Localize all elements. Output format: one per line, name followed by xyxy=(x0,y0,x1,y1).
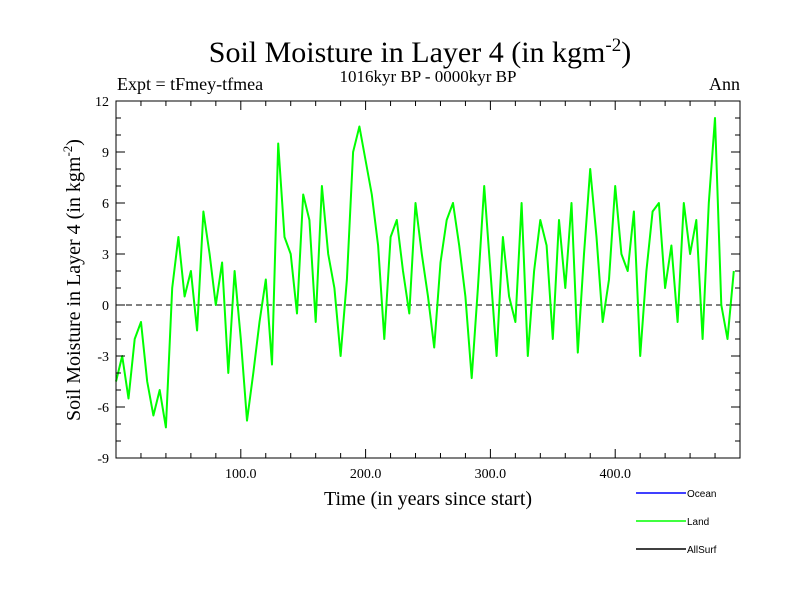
plot-area: -9 -6 -3 0 3 6 9 12 100.0 200.0 300.0 400.0 xyxy=(95,95,741,482)
y-axis-label: Soil Moisture in Layer 4 (in kgm-2) xyxy=(60,139,85,421)
x-tick-label: 200.0 xyxy=(350,467,382,482)
y-tick-label: 9 xyxy=(102,146,109,161)
y-tick-label: 6 xyxy=(102,197,109,212)
y-tick-label: -3 xyxy=(97,350,109,365)
x-tick-label: 400.0 xyxy=(599,467,631,482)
x-tick-label: 100.0 xyxy=(225,467,257,482)
experiment-label: Expt = tFmey-tfmea xyxy=(117,74,263,94)
legend-label-land: Land xyxy=(687,517,709,528)
x-tick-label: 300.0 xyxy=(475,467,507,482)
chart-subtitle: 1016kyr BP - 0000kyr BP xyxy=(340,67,517,86)
x-axis-label: Time (in years since start) xyxy=(324,488,532,510)
legend-label-ocean: Ocean xyxy=(687,489,716,500)
y-tick-label: 3 xyxy=(102,248,109,263)
y-tick-label: 12 xyxy=(95,95,109,110)
series-line-land xyxy=(115,117,735,429)
season-label: Ann xyxy=(709,74,740,94)
legend: Ocean Land AllSurf xyxy=(636,489,717,556)
y-tick-label: -9 xyxy=(97,452,109,467)
plot-frame xyxy=(115,100,741,459)
y-tick-label: -6 xyxy=(97,401,109,416)
chart-title: Soil Moisture in Layer 4 (in kgm-2) xyxy=(209,35,631,69)
y-tick-label: 0 xyxy=(102,299,109,314)
legend-label-allsurf: AllSurf xyxy=(687,545,717,556)
